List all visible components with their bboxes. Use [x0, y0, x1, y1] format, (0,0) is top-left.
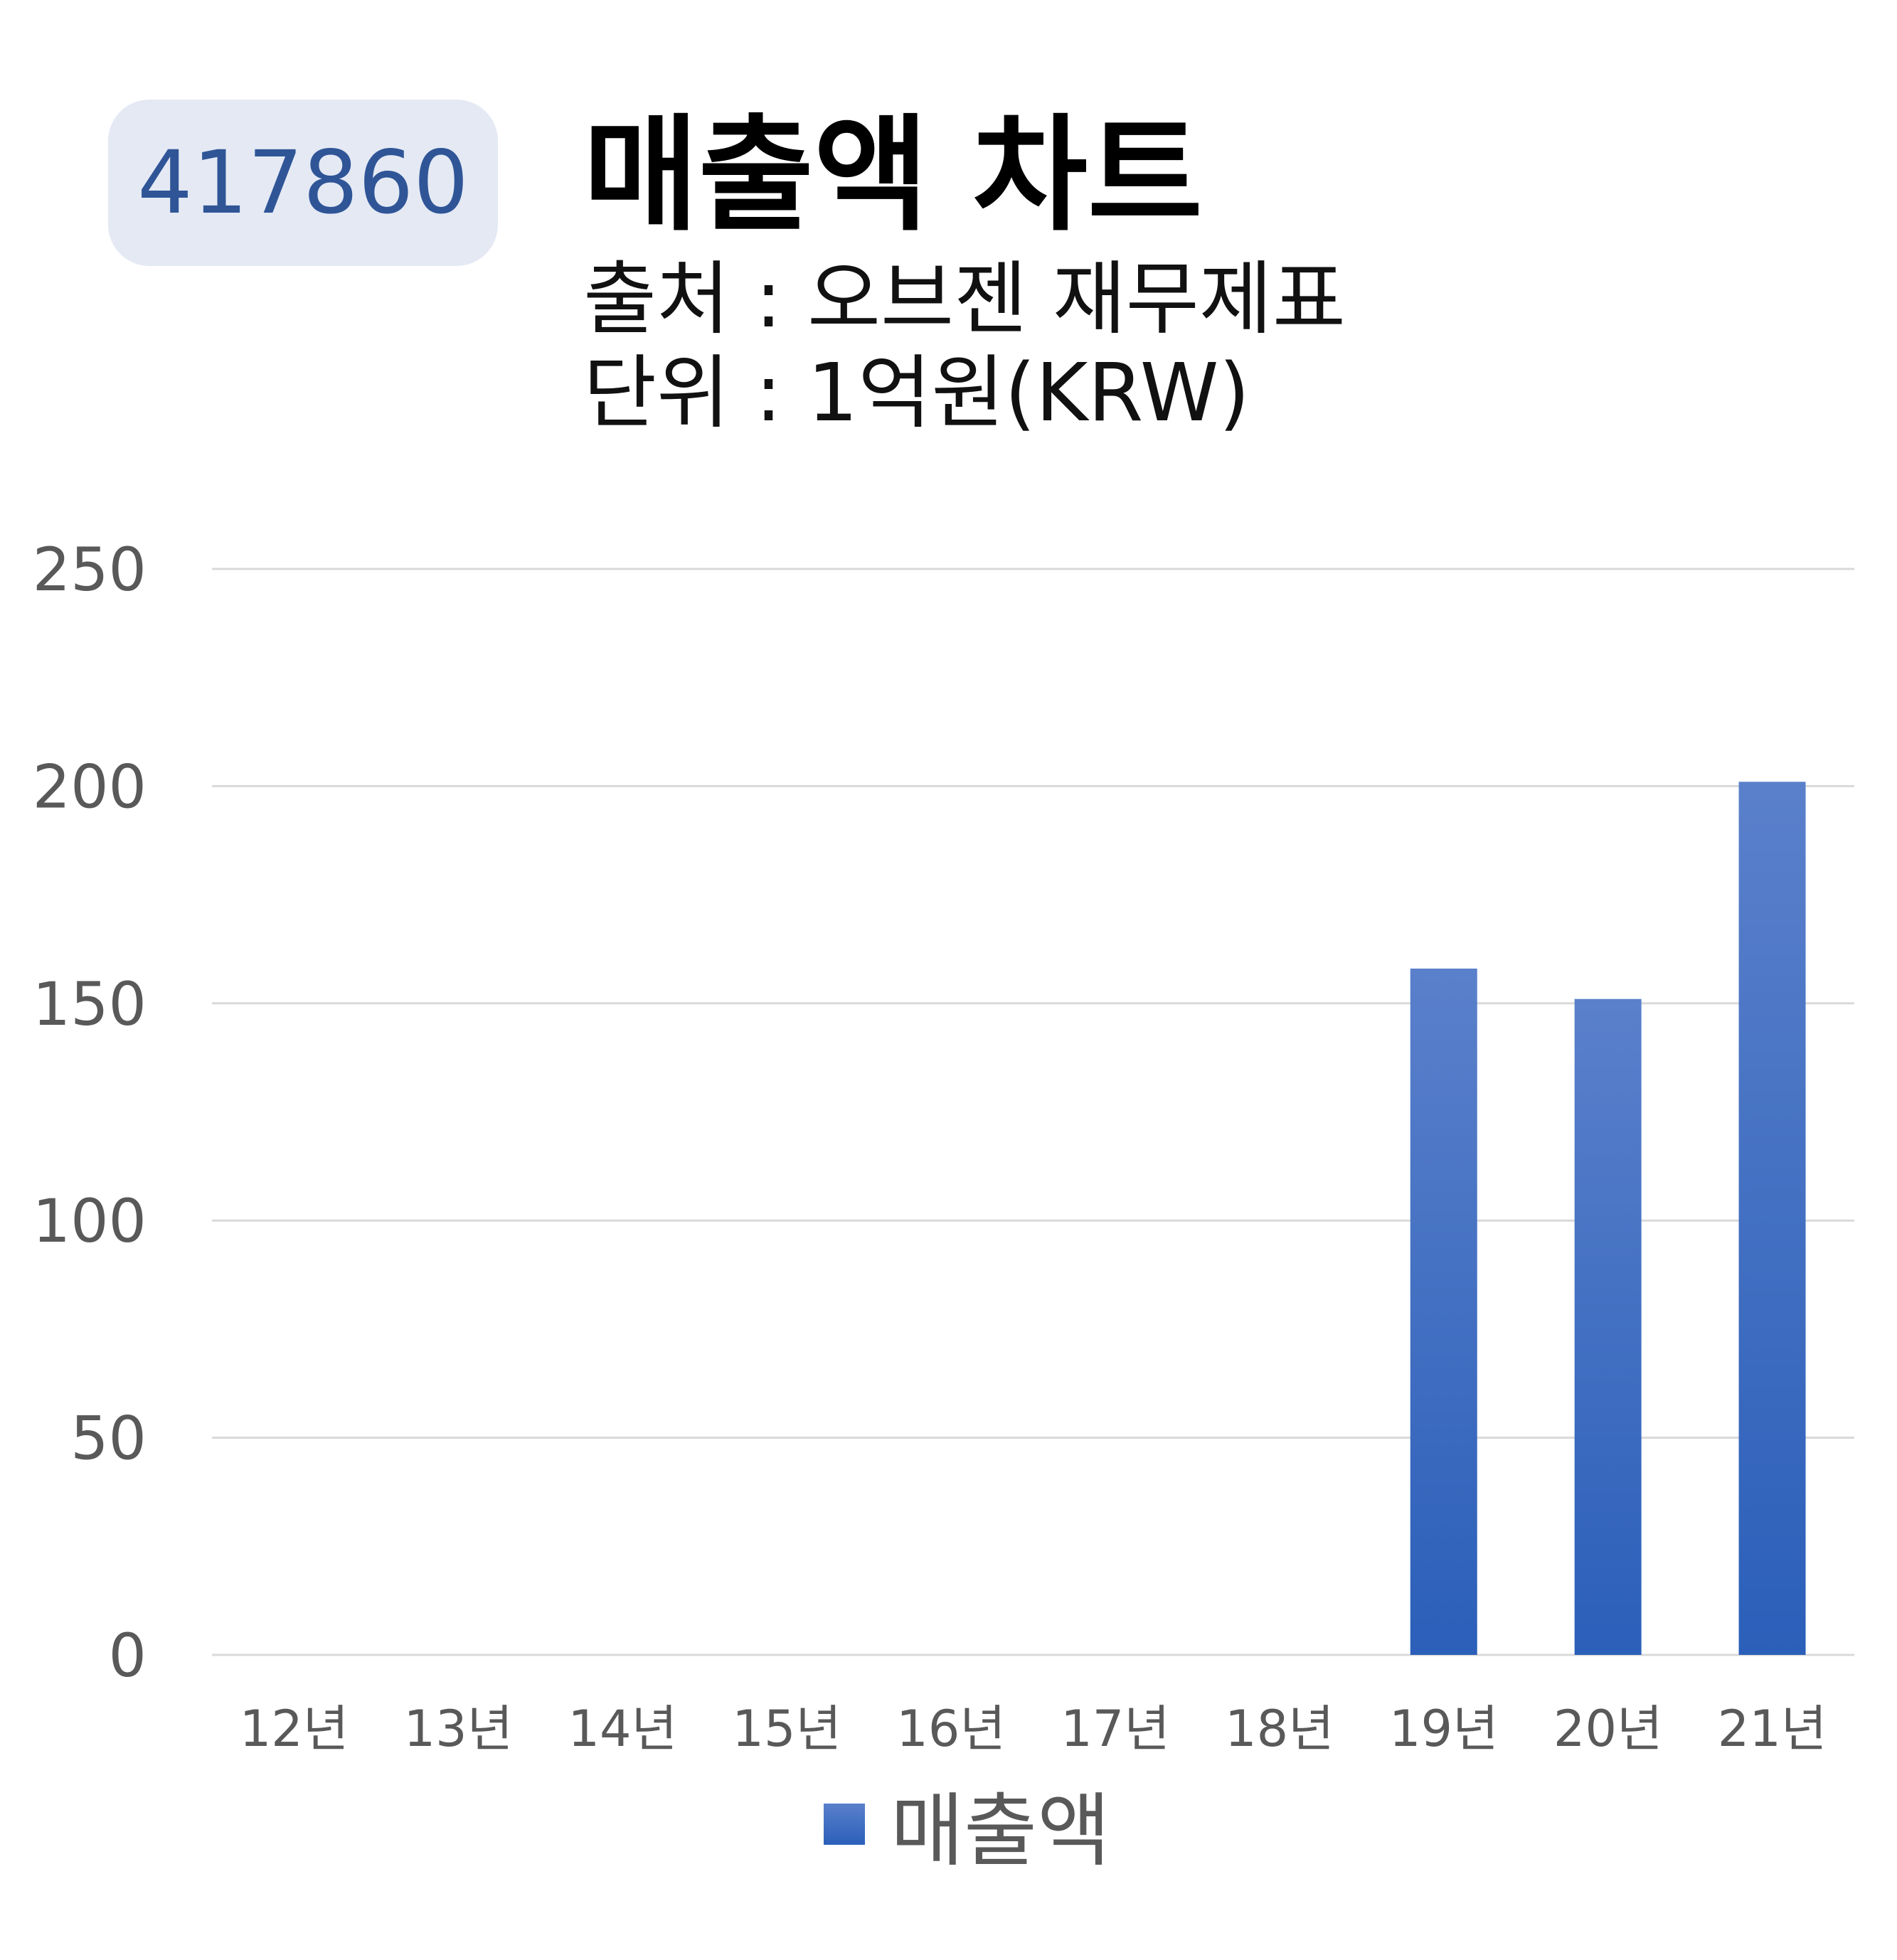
y-axis-ticks: 0 50 100 150 200 250 [33, 535, 147, 1690]
bar [1410, 968, 1477, 1655]
bar [1574, 998, 1642, 1655]
bar [1738, 782, 1806, 1655]
stock-code-badge: 417860 [108, 100, 498, 266]
x-tick-label: 13년 [404, 1700, 513, 1758]
x-tick-label: 21년 [1718, 1700, 1827, 1758]
x-tick-label: 18년 [1225, 1700, 1334, 1758]
bars [1410, 782, 1806, 1655]
x-tick-label: 12년 [240, 1700, 349, 1758]
y-tick-label: 250 [33, 535, 147, 604]
y-tick-label: 50 [70, 1404, 147, 1474]
x-axis-ticks: 12년 13년 14년 15년 16년 17년 18년 19년 20년 21년 [240, 1700, 1827, 1758]
legend: 매출액 [824, 1778, 1110, 1878]
legend-label: 매출액 [891, 1785, 1111, 1878]
x-tick-label: 14년 [568, 1700, 677, 1758]
x-tick-label: 16년 [896, 1700, 1005, 1758]
legend-swatch [824, 1804, 865, 1845]
y-tick-label: 150 [33, 969, 147, 1039]
x-tick-label: 20년 [1553, 1700, 1662, 1758]
x-tick-label: 15년 [732, 1700, 841, 1758]
x-tick-label: 19년 [1389, 1700, 1498, 1758]
x-tick-label: 17년 [1061, 1700, 1169, 1758]
y-tick-label: 0 [109, 1621, 147, 1690]
y-tick-label: 100 [33, 1186, 147, 1256]
chart-title: 매출액 차트 [583, 102, 1203, 248]
y-tick-label: 200 [33, 752, 147, 821]
source-text: 출처 : 오브젠 재무제표 [583, 253, 1346, 346]
unit-text: 단위 : 1억원(KRW) [583, 347, 1250, 440]
